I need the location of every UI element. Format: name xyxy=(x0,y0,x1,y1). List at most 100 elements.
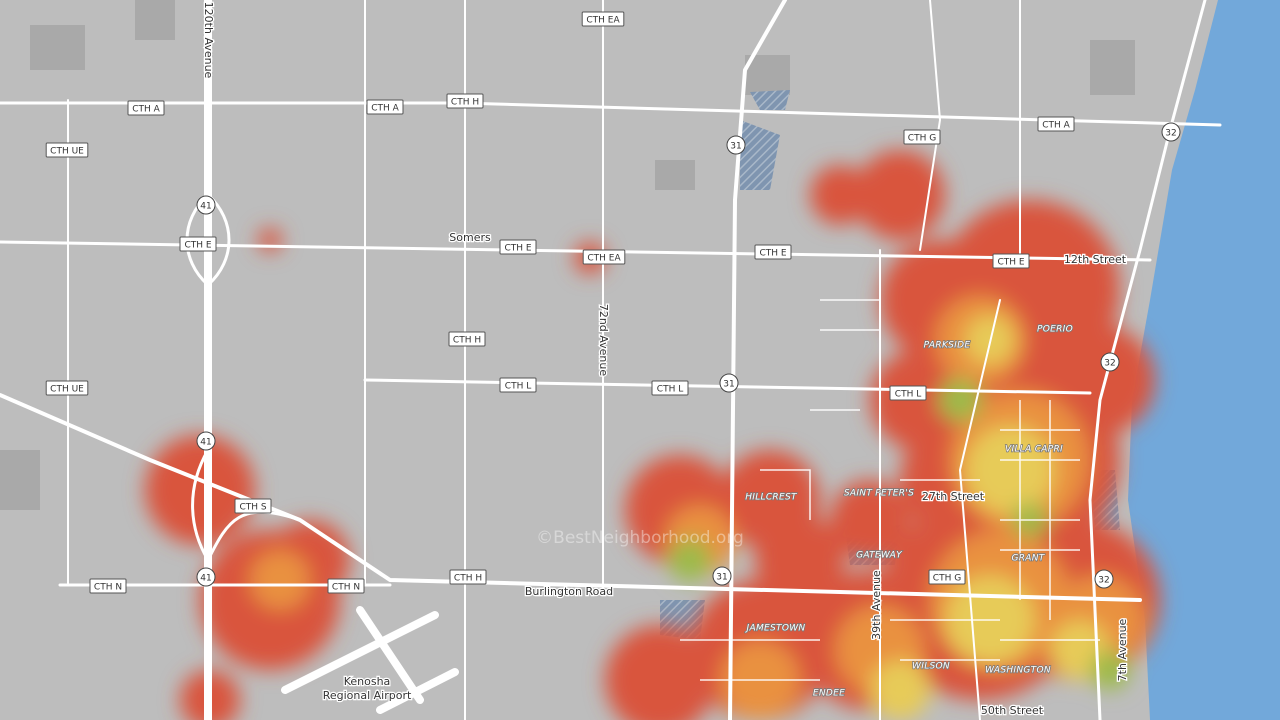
shield-badge xyxy=(903,129,941,145)
shield-badge xyxy=(327,578,365,594)
shield-label: CTH EA xyxy=(586,16,620,26)
airport-runways xyxy=(281,606,459,714)
neighborhood-label: WASHINGTON xyxy=(985,666,1051,676)
road-shield: CTH A xyxy=(127,100,165,116)
shield-label: CTH N xyxy=(332,583,360,593)
shield-label: CTH E xyxy=(504,244,531,254)
shield-label: CTH L xyxy=(657,385,683,395)
shield-label: 41 xyxy=(200,574,211,584)
shield-label: CTH UE xyxy=(50,385,84,395)
neighborhood-label: VILLA CAPRI xyxy=(1005,445,1063,455)
shield-label: 32 xyxy=(1104,359,1115,369)
road-shield: CTH UE xyxy=(45,142,89,158)
shield-badge xyxy=(1094,569,1114,589)
shield-label: 41 xyxy=(200,438,211,448)
neighborhood-label: GRANT xyxy=(1011,554,1045,564)
road-shield: 41 xyxy=(196,431,216,451)
neighborhood-label: PARKSIDE xyxy=(924,341,971,351)
road-shield: CTH H xyxy=(446,93,484,109)
road-shield: CTH L xyxy=(889,385,927,401)
shield-label: CTH E xyxy=(759,249,786,259)
street-label: 50th Street xyxy=(981,704,1044,717)
built-areas xyxy=(0,0,1135,510)
road-shield: CTH H xyxy=(448,331,486,347)
shield-badge xyxy=(449,569,487,585)
shield-label: CTH EA xyxy=(587,254,621,264)
shield-badge xyxy=(992,253,1030,269)
road-shield: 31 xyxy=(726,135,746,155)
road-shield: CTH UE xyxy=(45,380,89,396)
shield-badge xyxy=(726,135,746,155)
road-shield: CTH G xyxy=(928,569,966,585)
road-shield: CTH EA xyxy=(581,11,625,27)
shield-badge xyxy=(234,498,272,514)
neighborhood-label: SAINT PETER'S xyxy=(844,489,914,499)
shield-label: CTH UE xyxy=(50,147,84,157)
road-shield: CTH E xyxy=(499,239,537,255)
neighborhood-label: HILLCREST xyxy=(745,493,798,503)
shield-label: CTH H xyxy=(451,98,479,108)
shield-badge xyxy=(366,99,404,115)
shield-badge xyxy=(1037,116,1075,132)
neighborhood-label: ENDEE xyxy=(813,689,845,699)
road-shield: 31 xyxy=(712,566,732,586)
shield-label: CTH A xyxy=(1042,121,1070,131)
street-label: 39th Avenue xyxy=(870,570,883,640)
road-shield: CTH A xyxy=(366,99,404,115)
road-shield: 41 xyxy=(196,567,216,587)
road-shield: CTH E xyxy=(992,253,1030,269)
shield-badge xyxy=(196,567,216,587)
shield-label: 31 xyxy=(730,142,741,152)
shield-badge xyxy=(196,431,216,451)
shield-badge xyxy=(1161,122,1181,142)
road-shield: CTH L xyxy=(499,377,537,393)
road-shield: CTH S xyxy=(234,498,272,514)
shield-badge xyxy=(45,380,89,396)
shield-badge xyxy=(448,331,486,347)
shield-badge xyxy=(89,578,127,594)
shield-label: CTH L xyxy=(505,382,531,392)
shield-badge xyxy=(179,236,217,252)
shield-badge xyxy=(196,195,216,215)
road-shield: 32 xyxy=(1100,352,1120,372)
lake xyxy=(1128,0,1280,720)
shield-label: CTH A xyxy=(371,104,399,114)
shield-badge xyxy=(651,380,689,396)
shield-label: CTH G xyxy=(933,574,961,584)
shield-badge xyxy=(719,373,739,393)
road-shield: CTH N xyxy=(89,578,127,594)
road-shield: CTH L xyxy=(651,380,689,396)
shield-label: CTH L xyxy=(895,390,921,400)
neighborhood-label: JAMESTOWN xyxy=(745,624,806,634)
shield-label: CTH A xyxy=(132,105,160,115)
shield-label: 31 xyxy=(716,573,727,583)
shield-label: 41 xyxy=(200,202,211,212)
shield-label: CTH S xyxy=(239,503,266,513)
road-shield: 32 xyxy=(1161,122,1181,142)
shield-label: CTH G xyxy=(908,134,936,144)
shield-label: CTH N xyxy=(94,583,122,593)
shield-badge xyxy=(45,142,89,158)
shield-badge xyxy=(581,11,625,27)
road-shield: CTH E xyxy=(754,244,792,260)
road-shield: 31 xyxy=(719,373,739,393)
street-label: Kenosha xyxy=(344,675,391,688)
shield-label: CTH H xyxy=(453,336,481,346)
shield-label: 32 xyxy=(1098,576,1109,586)
road-shield: CTH G xyxy=(903,129,941,145)
shield-badge xyxy=(754,244,792,260)
street-label: 12th Street xyxy=(1064,253,1127,266)
shield-label: CTH E xyxy=(997,258,1024,268)
road-shield: CTH A xyxy=(1037,116,1075,132)
watermark: ©BestNeighborhood.org xyxy=(536,528,744,548)
shield-badge xyxy=(712,566,732,586)
shield-badge xyxy=(499,239,537,255)
street-label: 7th Avenue xyxy=(1116,618,1129,681)
road-shield: 32 xyxy=(1094,569,1114,589)
shield-badge xyxy=(582,249,626,265)
road-shield: CTH H xyxy=(449,569,487,585)
road-shield: CTH N xyxy=(327,578,365,594)
road-shield: 41 xyxy=(196,195,216,215)
street-label: Somers xyxy=(449,231,491,244)
neighborhood-label: WILSON xyxy=(912,662,950,672)
